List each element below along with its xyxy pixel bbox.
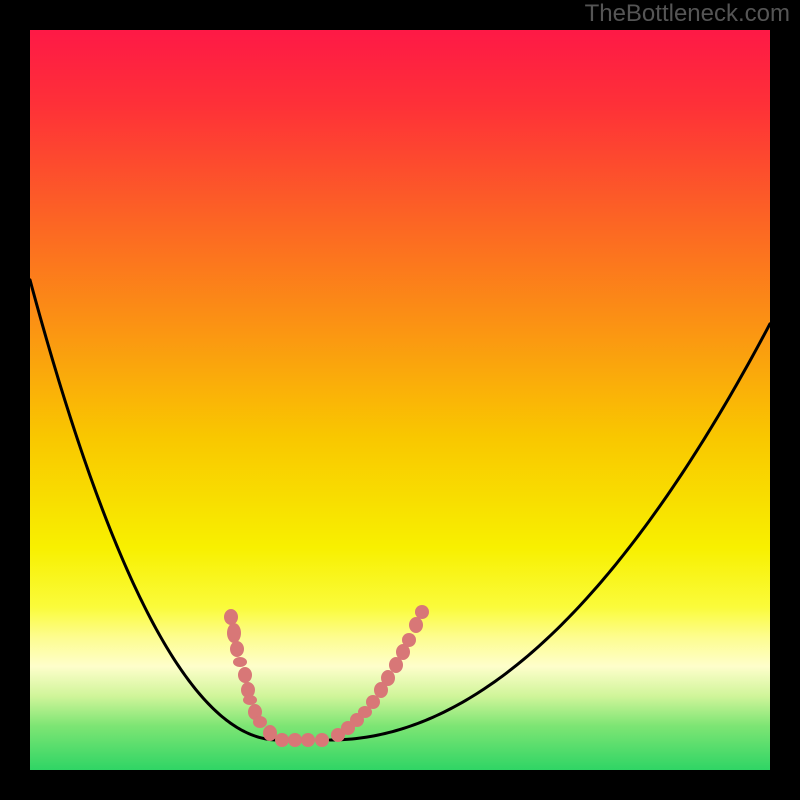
marker-point — [409, 617, 423, 633]
watermark-text: TheBottleneck.com — [585, 0, 790, 28]
bottleneck-chart — [0, 0, 800, 800]
marker-point — [224, 609, 238, 625]
marker-point — [402, 633, 416, 647]
marker-point — [263, 725, 277, 741]
marker-point — [315, 733, 329, 747]
marker-point — [238, 667, 252, 683]
marker-point — [233, 657, 247, 667]
marker-point — [227, 623, 241, 643]
marker-point — [415, 605, 429, 619]
marker-point — [301, 733, 315, 747]
marker-point — [288, 733, 302, 747]
marker-point — [381, 670, 395, 686]
marker-point — [275, 733, 289, 747]
marker-point — [253, 716, 267, 728]
marker-point — [243, 695, 257, 705]
chart-container: TheBottleneck.com — [0, 0, 800, 800]
marker-point — [230, 641, 244, 657]
